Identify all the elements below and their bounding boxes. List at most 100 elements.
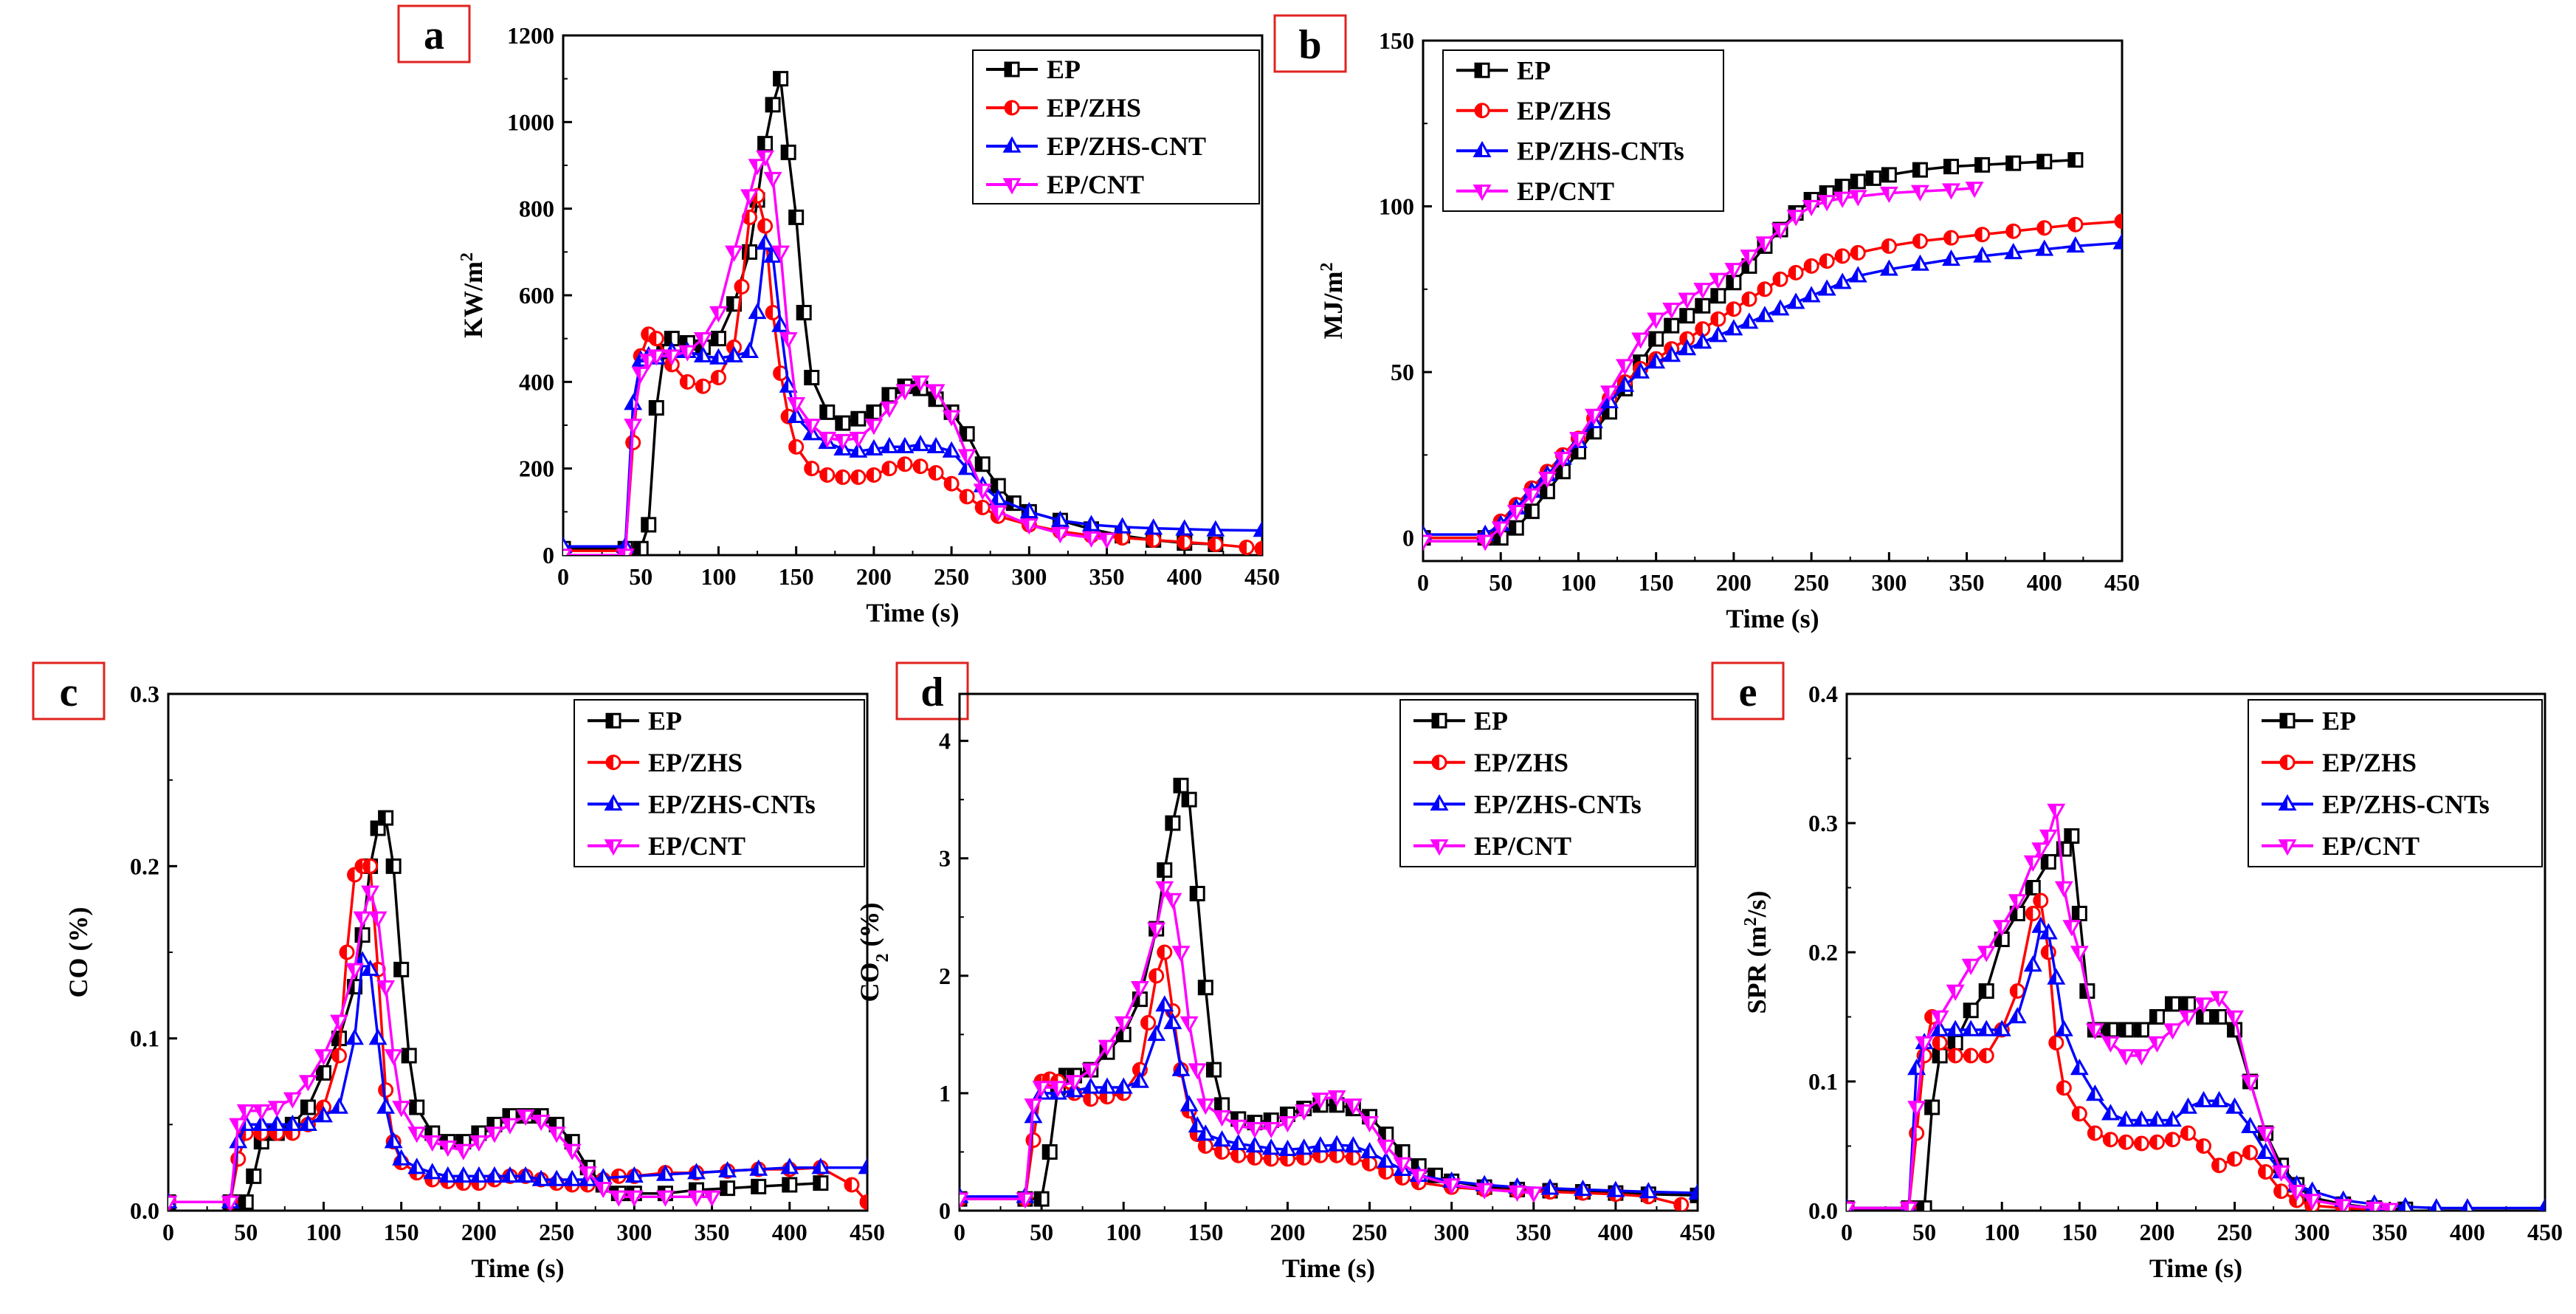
data-point-fill (1963, 1022, 1971, 1036)
data-point-fill (1881, 188, 1890, 201)
data-point-fill (789, 210, 796, 224)
x-tick-label: 0 (557, 563, 569, 590)
data-point-fill (1617, 360, 1625, 374)
data-point-fill (781, 378, 789, 392)
data-point-fill (1174, 946, 1181, 960)
y-tick-label: 0 (939, 1197, 951, 1224)
series-ep-cnt (563, 150, 1117, 555)
data-point-fill (239, 1195, 247, 1209)
y-tick-label: 0.4 (1808, 681, 1838, 707)
data-point-fill (1994, 921, 2002, 935)
data-point-fill (238, 1116, 247, 1130)
x-tick-label: 50 (1489, 569, 1512, 596)
data-point-fill (2026, 907, 2033, 921)
data-point-fill (1742, 292, 1749, 306)
data-point-fill (1633, 364, 1641, 378)
data-point-fill (2149, 1037, 2157, 1050)
x-tick-label: 150 (1188, 1219, 1223, 1245)
data-point-fill (402, 1049, 410, 1062)
x-tick-label: 250 (1794, 569, 1829, 596)
legend-marker-fill (1475, 103, 1482, 117)
data-point-fill (1509, 1186, 1518, 1200)
data-point-fill (394, 963, 402, 977)
data-point-fill (634, 542, 641, 555)
y-axis-title: KW/m2 (458, 252, 488, 338)
data-point-fill (2196, 1093, 2204, 1107)
data-point-fill (750, 305, 758, 318)
data-point-fill (866, 441, 874, 455)
data-point (563, 548, 573, 555)
data-point-fill (1141, 1016, 1148, 1030)
data-point-fill (1022, 519, 1030, 533)
data-point-fill (2304, 1183, 2312, 1197)
series-line (1423, 158, 2076, 540)
data-point-fill (409, 1160, 417, 1173)
data-point-fill (1264, 1141, 1272, 1154)
data-point-fill (929, 385, 937, 399)
data-point-fill (1191, 887, 1198, 901)
data-point-fill (1214, 1111, 1222, 1125)
data-point-fill (534, 1115, 542, 1129)
data-point-fill (2006, 224, 2014, 238)
data-point-fill (2180, 1099, 2188, 1113)
data-point-fill (316, 1050, 324, 1064)
x-tick-label: 450 (2527, 1219, 2563, 1245)
y-tick-label: 0.0 (1808, 1197, 1838, 1224)
x-tick-label: 200 (1716, 569, 1752, 596)
data-point-fill (665, 331, 672, 345)
data-point-fill (1602, 386, 1610, 400)
data-point-fill (386, 1134, 394, 1147)
data-point-fill (362, 961, 371, 975)
data-point-fill (726, 247, 734, 260)
data-point-fill (1711, 312, 1718, 326)
x-tick-label: 300 (1011, 563, 1047, 590)
data-point-fill (2103, 1106, 2111, 1119)
data-point-fill (1248, 1151, 1255, 1165)
x-tick-label: 350 (2372, 1219, 2408, 1245)
x-tick-label: 300 (616, 1219, 652, 1245)
data-point-fill (1165, 1015, 1173, 1028)
data-point-fill (471, 1168, 479, 1182)
data-point-fill (882, 461, 889, 475)
data-point-fill (960, 489, 968, 503)
data-point-fill (633, 352, 641, 366)
data-point-fill (301, 1101, 309, 1114)
data-point (1423, 534, 1433, 551)
data-point-fill (1256, 542, 1262, 555)
data-point-fill (1881, 261, 1890, 275)
data-point-fill (1742, 314, 1749, 328)
data-point-fill (1695, 299, 1703, 313)
series-ep-cnt (168, 885, 722, 1211)
x-tick-label: 0 (954, 1219, 965, 1245)
data-point-fill (1726, 321, 1734, 334)
data-point-fill (2011, 984, 2018, 998)
data-point-fill (393, 1151, 402, 1165)
data-point-fill (2273, 1166, 2281, 1180)
data-point-fill (1664, 303, 1672, 317)
legend: EP EP/ZHS EP/ZHS-CNTs EP/CNT (1399, 699, 1696, 867)
series-ep-zhs (960, 944, 1690, 1211)
data-point-fill (371, 1031, 379, 1044)
data-point-fill (1264, 1152, 1272, 1166)
data-point-fill (774, 366, 781, 380)
data-point-fill (223, 1197, 231, 1210)
data-point-fill (2431, 1200, 2436, 1211)
data-point-fill (269, 1116, 278, 1130)
data-point-fill (1174, 779, 1181, 793)
data-point-fill (1851, 174, 1859, 188)
data-point-fill (1586, 410, 1594, 423)
data-point-fill (386, 1050, 394, 1064)
data-point-fill (1695, 322, 1703, 336)
data-point-fill (805, 371, 812, 385)
data-point-fill (712, 331, 719, 345)
data-point-fill (355, 953, 363, 966)
legend: EP EP/ZHS EP/ZHS-CNTs EP/CNT (574, 699, 865, 867)
legend-marker-fill (606, 840, 613, 854)
data-point-fill (1933, 1049, 1940, 1062)
data-point-fill (1157, 882, 1165, 895)
series-line (168, 890, 712, 1204)
data-point-fill (1247, 1138, 1255, 1152)
data-point-fill (332, 1049, 340, 1062)
data-point-fill (1773, 224, 1781, 238)
data-point-fill (2033, 894, 2041, 907)
